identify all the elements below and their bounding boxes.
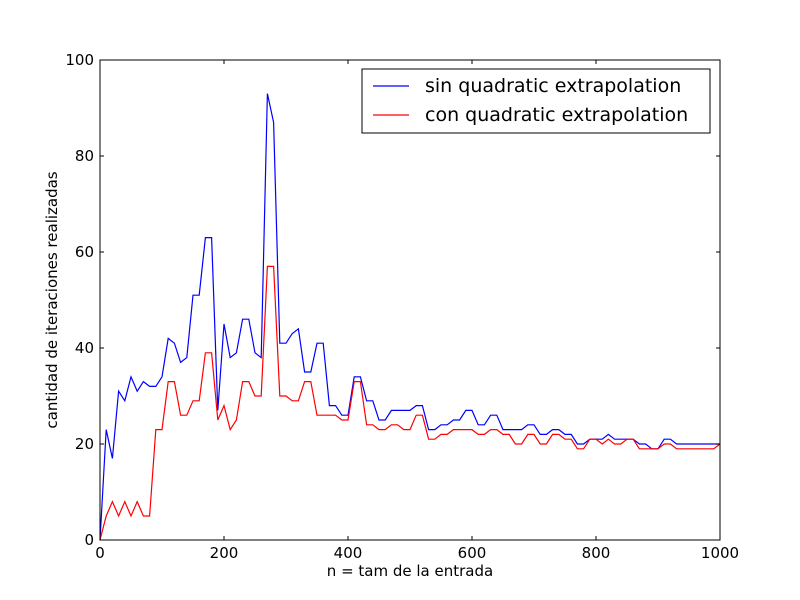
- y-tick-label: 20: [75, 435, 94, 453]
- plot-frame: [99, 59, 721, 541]
- x-tick-label: 1000: [701, 544, 739, 562]
- legend: sin quadratic extrapolation con quadrati…: [361, 68, 711, 134]
- x-tick-label: 0: [95, 544, 105, 562]
- y-tick-label: 60: [75, 243, 94, 261]
- series-line-con: [99, 265, 721, 541]
- legend-box: [361, 68, 711, 134]
- x-tick-label: 600: [458, 544, 487, 562]
- series-line-sin: [99, 93, 720, 541]
- y-axis-label: cantidad de iteraciones realizadas: [43, 171, 61, 428]
- legend-label-sin: sin quadratic extrapolation: [425, 75, 681, 97]
- plot-area: [100, 60, 720, 540]
- tick-layer: 0 200 400 600 800 1000 0 20 40 60 80 100: [65, 51, 739, 562]
- series-layer: [99, 93, 721, 541]
- x-tick-label: 200: [210, 544, 239, 562]
- x-tick-label: 400: [334, 544, 363, 562]
- y-tick-label: 100: [65, 51, 94, 69]
- y-tick-label: 0: [84, 531, 94, 549]
- y-tick-label: 40: [75, 339, 94, 357]
- x-axis-label: n = tam de la entrada: [327, 562, 493, 580]
- x-tick-label: 800: [582, 544, 611, 562]
- legend-label-con: con quadratic extrapolation: [425, 104, 688, 126]
- y-tick-label: 80: [75, 147, 94, 165]
